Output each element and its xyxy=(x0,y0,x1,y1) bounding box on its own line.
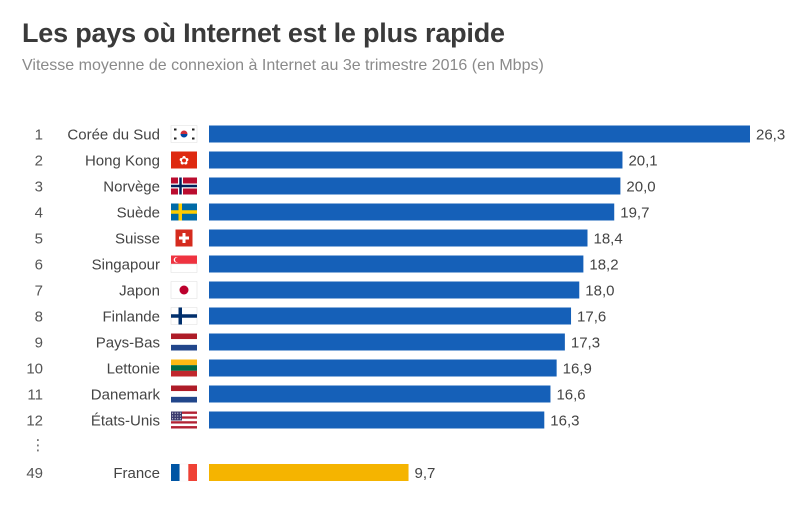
country-label: Japon xyxy=(119,283,160,300)
japan-flag-icon xyxy=(170,281,198,299)
chart-row-3: 3 Norvège 20,0 xyxy=(35,177,656,196)
rank-label: 6 xyxy=(35,257,43,274)
chart-row-2: 2 Hong Kong ✿ 20,1 xyxy=(35,151,658,170)
usa-flag-icon xyxy=(171,411,197,429)
country-label: Corée du Sud xyxy=(67,127,160,144)
bar xyxy=(209,385,551,403)
value-label: 9,7 xyxy=(415,465,436,482)
svg-text:✿: ✿ xyxy=(179,154,189,168)
value-label: 20,1 xyxy=(628,153,657,170)
rank-label: 8 xyxy=(35,309,43,326)
chart-row-10: 10 Lettonie 16,9 xyxy=(26,359,592,378)
country-label: Suisse xyxy=(115,231,160,248)
bar xyxy=(209,255,584,273)
south-korea-flag-icon xyxy=(170,125,198,143)
chart-row-8: 8 Finlande 17,6 xyxy=(35,307,606,326)
rank-label: 9 xyxy=(35,335,43,352)
bar xyxy=(209,359,557,377)
chart-row-6: 6 Singapour 18,2 xyxy=(35,255,619,274)
denmark-flag-icon xyxy=(171,385,197,403)
rank-label: 1 xyxy=(35,127,43,144)
bar xyxy=(209,307,572,325)
country-label: Hong Kong xyxy=(85,153,160,170)
country-label: Finlande xyxy=(102,309,160,326)
value-label: 20,0 xyxy=(626,179,655,196)
country-label: Pays-Bas xyxy=(96,335,160,352)
chart-row-4: 4 Suède 19,7 xyxy=(35,203,649,222)
bar xyxy=(209,281,580,299)
bar xyxy=(209,177,621,195)
value-label: 16,6 xyxy=(556,387,585,404)
value-label: 16,3 xyxy=(550,413,579,430)
chart-row-49: 49 France 9,7 xyxy=(26,463,436,482)
sweden-flag-icon xyxy=(171,203,197,221)
chart-row-7: 7 Japon 18,0 xyxy=(35,281,614,300)
value-label: 17,3 xyxy=(571,335,600,352)
value-label: 18,0 xyxy=(585,283,614,300)
latvia-flag-icon xyxy=(171,359,197,377)
rank-label: 7 xyxy=(35,283,43,300)
chart-title: Les pays où Internet est le plus rapide xyxy=(22,18,505,48)
chart-row-9: 9 Pays-Bas 17,3 xyxy=(35,333,600,352)
country-label: Singapour xyxy=(92,257,160,274)
country-label: Norvège xyxy=(103,179,160,196)
value-label: 26,3 xyxy=(756,127,785,144)
norway-flag-icon xyxy=(171,177,197,195)
rank-label: 11 xyxy=(27,387,43,404)
rank-label: 3 xyxy=(35,179,43,196)
country-label: Danemark xyxy=(91,387,161,404)
chart-subtitle: Vitesse moyenne de connexion à Internet … xyxy=(22,57,544,74)
chart-row-11: 11 Danemark 16,6 xyxy=(27,385,586,404)
rank-label: 12 xyxy=(26,413,43,430)
rank-label: 49 xyxy=(26,465,43,482)
chart-row-12: 12 États-Unis 16,3 xyxy=(26,411,579,430)
value-label: 16,9 xyxy=(563,361,592,378)
country-label: États-Unis xyxy=(91,413,160,430)
gap-marker: ⋮ xyxy=(31,437,46,454)
rank-label: 4 xyxy=(35,205,43,222)
chart-row-5: 5 Suisse 18,4 xyxy=(35,229,623,248)
netherlands-flag-icon xyxy=(171,333,197,351)
france-flag-icon xyxy=(171,463,197,482)
bar xyxy=(209,151,623,169)
value-label: 18,2 xyxy=(589,257,618,274)
value-label: 19,7 xyxy=(620,205,649,222)
finland-flag-icon xyxy=(170,307,198,325)
bar xyxy=(209,464,409,481)
value-label: 18,4 xyxy=(593,231,622,248)
bar xyxy=(209,203,615,221)
bar xyxy=(209,229,588,247)
rank-label: 10 xyxy=(26,361,43,378)
bar xyxy=(209,411,545,429)
country-label: France xyxy=(113,465,160,482)
rank-label: 2 xyxy=(35,153,43,170)
country-label: Lettonie xyxy=(107,361,160,378)
chart-row-1: 1 Corée du Sud 26,3 xyxy=(35,125,785,144)
switzerland-flag-icon xyxy=(175,229,193,247)
rank-label: 5 xyxy=(35,231,43,248)
hong-kong-flag-icon: ✿ xyxy=(171,151,197,169)
country-label: Suède xyxy=(117,205,160,222)
value-label: 17,6 xyxy=(577,309,606,326)
singapore-flag-icon xyxy=(170,255,198,273)
bar xyxy=(209,333,565,351)
bar xyxy=(209,125,750,143)
